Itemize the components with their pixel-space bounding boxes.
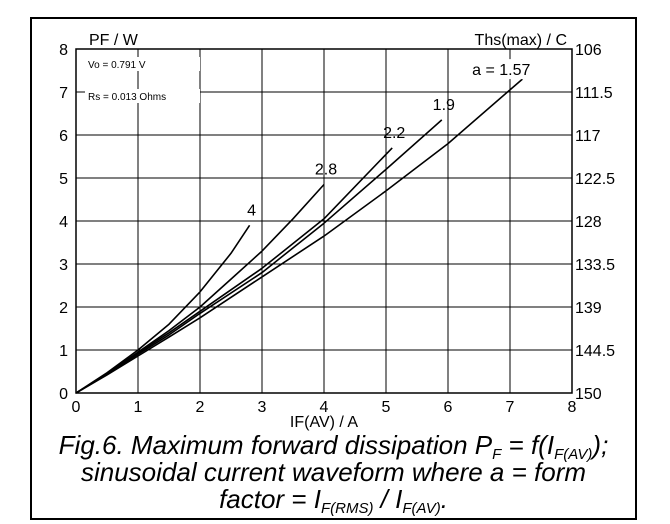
parameter-notes: Vo = 0.791 V Rs = 0.013 Ohms (85, 57, 200, 103)
note-vo: Vo = 0.791 V (88, 60, 146, 71)
series-labels: 4 2.8 2.2 1.9 a = 1.57 (247, 59, 530, 219)
y-tick-label: 8 (59, 42, 68, 59)
caption-text: . (440, 484, 448, 514)
y-tick-label: 0 (59, 386, 68, 403)
caption-text: ); (592, 430, 609, 460)
caption-subscript: F(AV) (402, 500, 441, 517)
y-tick-label: 2 (59, 300, 68, 317)
caption-text: = f(I (501, 430, 555, 460)
series-line-a-1-9 (75, 119, 443, 394)
figure-caption: Fig.6. Maximum forward dissipation PF = … (30, 430, 637, 517)
y2-tick-label: 133.5 (575, 257, 615, 274)
y-tick-label: 5 (59, 171, 68, 188)
series-label-a-2-2: 2.2 (383, 125, 405, 142)
plot-area-border (75, 48, 573, 394)
series-line-a-4 (75, 224, 251, 394)
y-axis-ticks: 0 1 2 3 4 5 6 7 8 (59, 42, 68, 403)
caption-subscript: F (492, 446, 502, 463)
caption-text: factor = I (219, 484, 321, 514)
x-tick-label: 3 (258, 399, 267, 416)
caption-line-2: sinusoidal current waveform where a = fo… (80, 457, 587, 487)
y-tick-label: 3 (59, 257, 68, 274)
note-bg-vo (85, 57, 200, 71)
note-rs: Rs = 0.013 Ohms (88, 92, 166, 103)
x-tick-label: 7 (506, 399, 515, 416)
x-tick-label: 0 (72, 399, 81, 416)
series-line-a-1-57 (75, 78, 523, 394)
y-tick-label: 4 (59, 214, 68, 231)
series-label-a-4: 4 (247, 202, 256, 219)
y2-axis-label: Ths(max) / C (475, 32, 567, 49)
x-tick-label: 8 (568, 399, 577, 416)
series-label-a-1-9: 1.9 (433, 97, 455, 114)
y2-axis-ticks: 150 144.5 139 133.5 128 122.5 117 111.5 106 (575, 42, 615, 403)
series-label-bg (460, 59, 531, 80)
series-label-a-2-8: 2.8 (315, 161, 337, 178)
x-tick-label: 2 (196, 399, 205, 416)
y2-tick-label: 139 (575, 300, 602, 317)
y2-tick-label: 111.5 (575, 85, 613, 102)
y-tick-label: 6 (59, 128, 68, 145)
caption-line-1: Fig.6. Maximum forward dissipation PF = … (30, 430, 637, 463)
x-tick-label: 6 (444, 399, 453, 416)
caption-text: Fig.6. Maximum forward dissipation P (58, 430, 493, 460)
y2-tick-label: 106 (575, 42, 602, 59)
y-tick-label: 7 (59, 85, 68, 102)
x-tick-label: 1 (134, 399, 143, 416)
series-label-a-1-57: a = 1.57 (472, 62, 530, 79)
x-tick-label: 5 (382, 399, 391, 416)
x-axis-label: IF(AV) / A (290, 414, 358, 431)
y-axis-label: PF / W (89, 32, 139, 49)
x-tick-label: 4 (320, 399, 329, 416)
y2-tick-label: 150 (575, 386, 602, 403)
caption-text: / I (373, 484, 403, 514)
y-tick-label: 1 (59, 343, 68, 360)
y2-tick-label: 144.5 (575, 343, 615, 360)
caption-line-3: factor = IF(RMS) / IF(AV). (30, 484, 637, 517)
y2-tick-label: 117 (575, 128, 601, 145)
x-axis-ticks: 0 1 2 3 4 5 6 7 8 (72, 399, 577, 416)
series-line-a-2-2 (75, 147, 393, 394)
chart-series (75, 78, 523, 394)
caption-subscript: F(AV) (554, 446, 593, 463)
note-bg-rs (85, 89, 200, 103)
y2-tick-label: 122.5 (575, 171, 615, 188)
y2-tick-label: 128 (575, 214, 602, 231)
caption-subscript: F(RMS) (320, 500, 374, 517)
